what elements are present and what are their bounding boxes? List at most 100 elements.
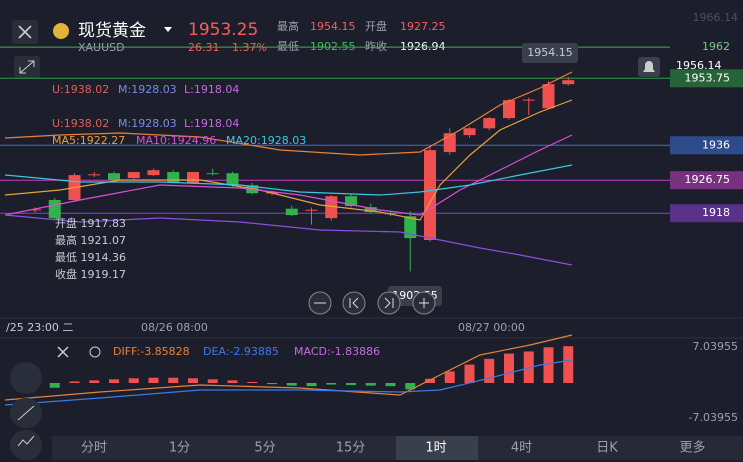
candle-body — [345, 196, 357, 207]
gold-icon — [53, 23, 69, 39]
price-level-label: 1953.75 — [685, 71, 731, 84]
macd-bar — [168, 377, 179, 383]
macd-bar — [148, 377, 159, 383]
boll-m: M:1928.03 — [118, 83, 177, 96]
candle-body — [503, 100, 515, 119]
candle-body — [522, 99, 535, 101]
instrument-name[interactable]: 现货黄金 — [78, 21, 146, 41]
macd-bar — [267, 383, 277, 385]
stat-value: 1902.55 — [310, 40, 356, 53]
candle-body — [542, 84, 555, 109]
ohlc-open: 开盘 1917.83 — [55, 216, 126, 230]
macd-axis-label: -7.03955 — [689, 411, 738, 424]
indicator-lines — [4, 71, 573, 266]
timeframe-tabs: 分时 1分 5分 15分 1时 4时 日K 更多 — [52, 436, 743, 460]
macd-bar — [69, 381, 80, 383]
price-level-label: 1918 — [702, 206, 730, 219]
side-tools[interactable] — [10, 362, 42, 460]
candle-body — [108, 173, 120, 180]
macd-bar — [563, 346, 574, 383]
bell-price: 1956.14 — [676, 59, 722, 72]
macd-bar — [365, 383, 376, 386]
macd-bar — [346, 383, 356, 386]
time-label: 08/26 08:00 — [141, 321, 208, 334]
top-price: 1966.14 — [693, 11, 739, 24]
price: 1953.25 — [188, 20, 258, 40]
macd-close[interactable] — [57, 346, 69, 358]
macd-bar — [128, 378, 139, 383]
tab[interactable]: 分时 — [81, 441, 107, 456]
macd-bar — [464, 364, 475, 383]
macd-bar — [49, 383, 60, 388]
stat-label: 最低 — [277, 40, 299, 53]
macd-bar — [326, 383, 337, 385]
ohlc-high: 最高 1921.07 — [55, 233, 126, 247]
macd-bar — [444, 371, 455, 383]
candle-body — [305, 209, 318, 211]
macd-chart: -7.03955 7.03955 — [30, 340, 738, 424]
tab[interactable]: 4时 — [511, 441, 532, 456]
stat-value: 1927.25 — [400, 20, 446, 33]
price-level-box — [670, 204, 743, 223]
macd-bar — [207, 379, 218, 383]
ohlc-low: 最低 1914.36 — [55, 251, 126, 264]
macd-bar — [188, 378, 198, 383]
playback-controls[interactable] — [308, 291, 436, 315]
boll-l: L:1918.04 — [184, 83, 239, 96]
stat-value: 1926.94 — [400, 40, 446, 53]
candle-body — [424, 150, 436, 240]
macd-bar — [306, 383, 317, 387]
expand-button[interactable] — [14, 56, 40, 78]
tab[interactable]: 更多 — [679, 440, 705, 456]
price-level-box — [670, 171, 743, 190]
macd-bar — [227, 380, 238, 383]
macd-axis-label: 7.03955 — [693, 340, 739, 353]
price-level-label: 1936 — [702, 138, 730, 151]
time-label: /25 23:00 二 — [6, 321, 73, 334]
macd-value: MACD:-1.83886 — [294, 345, 380, 358]
tab[interactable]: 15分 — [336, 441, 366, 456]
boll-l: L:1918.04 — [184, 117, 239, 130]
stat-label: 昨收 — [365, 39, 387, 53]
high-tag: 1954.15 — [527, 46, 573, 59]
candle-body — [364, 207, 377, 213]
macd-bar — [543, 347, 554, 383]
stat-value: 1954.15 — [310, 20, 356, 33]
tab[interactable]: 5分 — [254, 441, 275, 456]
macd-settings[interactable] — [89, 346, 101, 358]
close-button[interactable] — [12, 20, 38, 44]
boll-m: M:1928.03 — [118, 117, 177, 130]
candle-body — [463, 128, 476, 136]
macd-bar — [504, 353, 514, 383]
macd-bar — [247, 381, 258, 383]
candle-body — [483, 118, 496, 129]
candle-body — [226, 173, 239, 186]
macd-bar — [89, 380, 100, 383]
ohlc-close: 收盘 1919.17 — [55, 267, 126, 281]
tab[interactable]: 1分 — [169, 441, 190, 456]
candle-body — [187, 172, 199, 184]
dropdown-arrow[interactable] — [164, 27, 172, 32]
tab[interactable]: 1时 — [425, 441, 446, 456]
boll-u: U:1938.02 — [52, 83, 109, 96]
candle-body — [404, 216, 417, 239]
high-tag-box — [522, 43, 578, 63]
boll-u: U:1938.02 — [52, 117, 109, 130]
price-level-box — [670, 136, 743, 155]
price-level-box — [670, 38, 743, 57]
macd-bar — [425, 378, 435, 383]
macd-dea: DEA:-2.93885 — [203, 345, 279, 358]
price-level-label: 1962 — [702, 40, 730, 53]
price-level-box — [670, 69, 743, 88]
tab[interactable]: 日K — [596, 441, 618, 456]
macd-diff: DIFF:-3.85828 — [113, 345, 190, 358]
candle-body — [88, 174, 101, 176]
candle-body — [127, 172, 140, 179]
candle-body — [285, 208, 298, 216]
candle-body — [562, 80, 575, 85]
macd-bar — [523, 351, 534, 383]
candle-body — [167, 172, 180, 183]
ma5: MA5:1922.27 — [52, 134, 125, 147]
alert-button[interactable] — [638, 57, 660, 77]
